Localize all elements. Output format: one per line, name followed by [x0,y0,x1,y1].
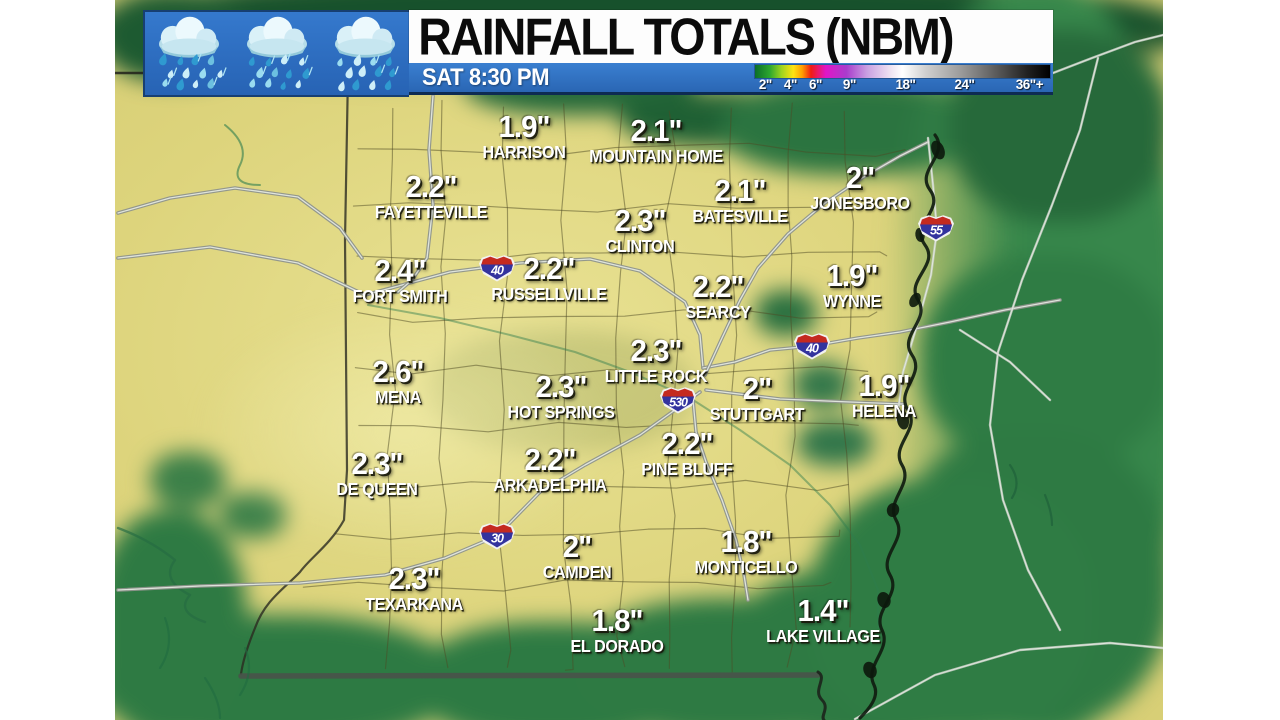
city-label: 2" JONESBORO [806,160,914,214]
rainfall-value: 1.8" [720,524,772,559]
rainfall-value: 2.3" [535,369,587,404]
city-name: EL DORADO [570,636,664,657]
city-label: 1.9" WYNNE [820,258,883,312]
city-name: RUSSELLVILLE [491,284,607,305]
city-label: 2.1" MOUNTAIN HOME [583,113,728,167]
city-label: 2.3" HOT SPRINGS [503,369,619,423]
city-name: JONESBORO [810,193,910,214]
rainfall-value: 2.2" [692,269,744,304]
rainfall-value: 1.8" [591,603,643,638]
interstate-shields-layer: 40 55 40 530 30 [115,0,1163,720]
city-name: TEXARKANA [365,594,463,615]
city-name: LITTLE ROCK [604,366,708,387]
city-name: MOUNTAIN HOME [589,146,723,167]
city-name: CAMDEN [542,562,612,583]
rainfall-value: 2.1" [630,113,682,148]
rainfall-value: 2.2" [405,169,457,204]
city-labels-layer: 1.9" HARRISON 2.1" MOUNTAIN HOME 2.2" FA… [115,0,1163,720]
rainfall-value: 2" [562,529,592,564]
rainfall-value: 2.2" [523,251,575,286]
city-name: HARRISON [482,142,566,163]
city-label: 2.6" MENA [371,354,425,408]
rainfall-value: 2.3" [351,446,403,481]
interstate-shield-icon: 40 [794,333,830,360]
city-label: 1.8" EL DORADO [566,603,667,657]
city-label: 2.2" RUSSELLVILLE [486,251,611,305]
city-label: 2.4" FORT SMITH [349,253,452,307]
city-name: MENA [375,387,421,408]
map-lines-layer [115,33,1163,720]
rainfall-value: 2.3" [614,203,666,238]
rainfall-value: 2.3" [388,561,440,596]
city-name: DE QUEEN [336,479,418,500]
city-label: 2.1" BATESVILLE [688,173,792,227]
rainfall-value: 2" [845,160,875,195]
city-name: LAKE VILLAGE [766,626,880,647]
rainfall-value: 1.4" [797,593,849,628]
city-name: PINE BLUFF [641,459,733,480]
city-name: FAYETTEVILLE [374,202,488,223]
rainfall-value: 2.6" [372,354,424,389]
city-label: 1.9" HELENA [849,368,919,422]
city-label: 2.3" TEXARKANA [361,561,467,615]
rainfall-value: 2.1" [714,173,766,208]
interstate-shield-icon: 40 [479,255,515,282]
city-label: 1.8" MONTICELLO [690,524,802,578]
interstate-shield-icon: 55 [918,215,954,242]
city-label: 1.9" HARRISON [479,109,569,163]
city-name: FORT SMITH [352,286,448,307]
city-name: SEARCY [685,302,751,323]
city-label: 2.3" DE QUEEN [333,446,421,500]
city-label: 2" STUTTGART [706,371,808,425]
city-label: 2.2" PINE BLUFF [637,426,736,480]
city-name: CLINTON [605,236,675,257]
rainfall-value: 2.3" [630,333,682,368]
city-name: HELENA [852,401,916,422]
city-label: 2.3" LITTLE ROCK [600,333,711,387]
city-label: 2.3" CLINTON [603,203,678,257]
rainfall-value: 2.2" [524,442,576,477]
city-label: 2.2" SEARCY [683,269,754,323]
city-label: 2.2" ARKADELPHIA [489,442,612,496]
city-name: HOT SPRINGS [507,402,615,423]
rainfall-value: 1.9" [498,109,550,144]
interstate-shield-icon: 530 [660,387,696,414]
city-name: BATESVILLE [692,206,788,227]
city-label: 1.4" LAKE VILLAGE [761,593,885,647]
city-name: STUTTGART [709,404,805,425]
rainfall-map: 40 55 40 530 30 1.9" HARRISON 2.1" MOUNT… [115,0,1163,720]
rainfall-value: 2" [742,371,772,406]
interstate-shield-icon: 30 [479,523,515,550]
rainfall-value: 2.2" [661,426,713,461]
low-rainfall-shading [115,0,1163,720]
city-name: MONTICELLO [694,557,798,578]
rainfall-value: 2.4" [374,253,426,288]
city-name: WYNNE [822,291,882,312]
city-label: 2" CAMDEN [540,529,614,583]
rainfall-value: 1.9" [826,258,878,293]
city-label: 2.2" FAYETTEVILLE [370,169,492,223]
rainfall-value: 1.9" [858,368,910,403]
city-name: ARKADELPHIA [493,475,607,496]
